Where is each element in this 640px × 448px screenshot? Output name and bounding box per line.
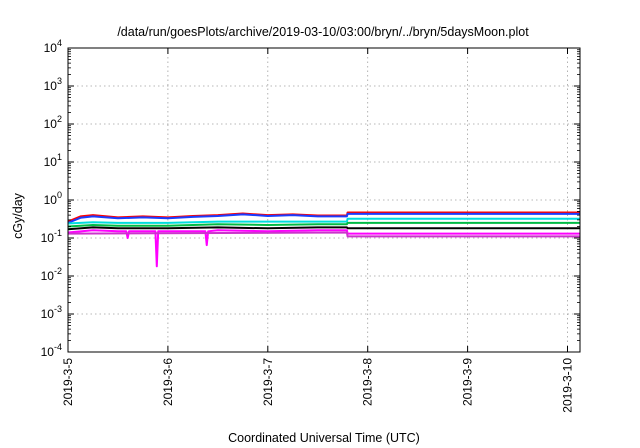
series-line-5 [67,226,580,231]
series-line-3 [67,217,580,225]
y-tick-label-exponent: -3 [54,304,62,314]
y-tick-label-exponent: -2 [54,266,62,276]
series-line-4 [67,221,580,228]
y-tick-label-base: 10 [44,79,58,93]
y-tick-label-base: 10 [41,307,55,321]
data-series [67,211,580,268]
y-tick-label-base: 10 [41,345,55,359]
y-axis-label: cGy/day [11,192,25,239]
x-tick-label: 2019-3-5 [61,358,75,406]
y-tick-label-base: 10 [44,155,58,169]
grid-lines [68,48,580,352]
y-tick-label-base: 10 [44,193,58,207]
x-tick-label: 2019-3-8 [361,358,375,406]
series-line-2 [67,212,580,224]
x-tick-label: 2019-3-10 [561,358,575,413]
x-tick-labels: 2019-3-5 2019-3-6 2019-3-7 2019-3-8 2019-3-9… [61,358,575,413]
y-tick-label-exponent: 1 [57,152,62,162]
x-tick-label: 2019-3-9 [461,358,475,406]
y-tick-label-exponent: 2 [57,114,62,124]
y-tick-label: 102 [44,114,62,131]
y-tick-label-base: 10 [44,117,58,131]
y-tick-label-exponent: 0 [57,190,62,200]
y-tick-label-exponent: -4 [54,342,62,352]
y-tick-label: 10-2 [41,266,62,283]
series-line-7 [67,231,580,238]
y-tick-label-base: 10 [44,41,58,55]
y-tick-label: 103 [44,76,62,93]
x-axis-label: Coordinated Universal Time (UTC) [228,431,420,445]
series-line-6 [67,229,580,268]
y-tick-label: 104 [44,38,62,55]
chart-title: /data/run/goesPlots/archive/2019-03-10/0… [117,25,529,39]
y-tick-label-base: 10 [41,231,55,245]
y-tick-label: 101 [44,152,62,169]
y-tick-label-exponent: 4 [57,38,62,48]
axis-ticks [67,47,580,353]
y-tick-label: 10-4 [41,342,62,359]
y-tick-label: 100 [44,190,62,207]
y-tick-label: 10-3 [41,304,62,321]
x-tick-label: 2019-3-7 [261,358,275,406]
x-tick-label: 2019-3-6 [161,358,175,406]
y-tick-label: 10-1 [41,228,62,245]
y-tick-label-base: 10 [41,269,55,283]
y-tick-label-exponent: -1 [54,228,62,238]
y-tick-label-exponent: 3 [57,76,62,86]
